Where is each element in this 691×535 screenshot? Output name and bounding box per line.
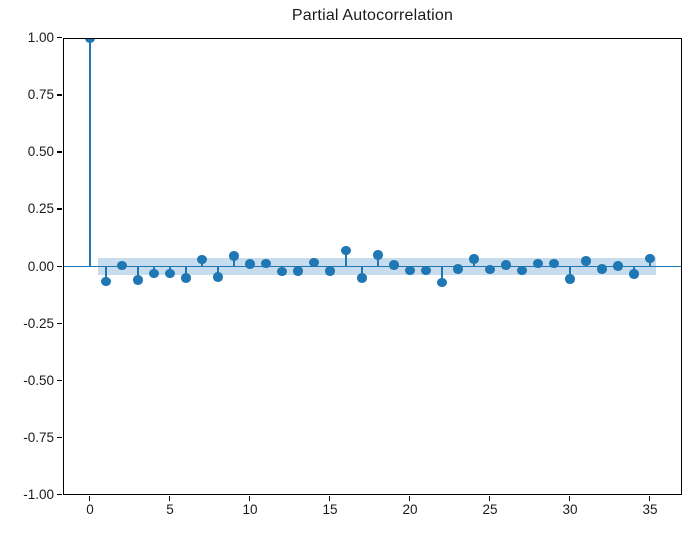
y-tick-mark (56, 322, 62, 325)
y-tick-mark (56, 265, 62, 267)
data-point (85, 38, 95, 43)
data-point (581, 256, 591, 266)
y-tick-mark (56, 151, 62, 153)
data-point (613, 261, 623, 271)
y-tick-label: 1.00 (27, 30, 54, 45)
x-tick-mark (169, 496, 171, 502)
x-tick-mark (249, 496, 251, 502)
data-point (277, 266, 287, 277)
data-point (629, 269, 639, 279)
stem-line (569, 266, 571, 280)
data-point (485, 264, 495, 275)
stem-line (361, 266, 363, 278)
stem-line (441, 266, 443, 283)
data-point (533, 258, 543, 269)
y-tick-mark (56, 94, 62, 96)
stem-line (89, 38, 91, 267)
data-point (309, 257, 319, 268)
data-point (165, 268, 175, 279)
x-tick-label: 35 (642, 502, 658, 517)
data-point (341, 245, 351, 256)
y-tick-label: 0.75 (27, 87, 54, 103)
zero-line (63, 265, 682, 268)
data-point (389, 260, 399, 270)
x-tick-label: 20 (402, 502, 418, 517)
data-point (645, 253, 655, 264)
x-tick-mark (89, 496, 91, 502)
data-point (133, 275, 143, 285)
data-point (469, 254, 479, 264)
x-tick-mark (649, 496, 651, 502)
y-tick-mark (56, 494, 62, 496)
data-point (517, 265, 527, 276)
data-point (597, 264, 607, 274)
data-point (373, 250, 383, 260)
data-point (565, 274, 575, 284)
data-point (549, 258, 559, 269)
y-tick-label: -0.25 (23, 315, 54, 331)
y-tick-label: -0.75 (23, 429, 54, 445)
data-point (325, 266, 335, 276)
x-tick-label: 25 (482, 502, 498, 517)
chart-title: Partial Autocorrelation (291, 7, 454, 24)
y-tick-label: -0.50 (23, 372, 54, 388)
y-tick-mark (56, 37, 62, 39)
stem-line (345, 250, 347, 267)
y-tick-label: -1.00 (23, 487, 54, 502)
y-tick-label: 0.50 (27, 144, 54, 160)
x-tick-label: 10 (242, 502, 258, 517)
stem-line (217, 266, 219, 277)
data-point (229, 251, 239, 261)
data-point (405, 265, 415, 276)
x-tick-mark (569, 496, 571, 502)
data-point (421, 265, 431, 276)
y-tick-mark (56, 208, 62, 210)
y-tick-mark (56, 436, 62, 439)
x-tick-mark (489, 496, 491, 502)
x-tick-mark (329, 496, 331, 502)
data-point (453, 264, 463, 274)
data-point (261, 258, 271, 269)
data-point (437, 277, 447, 288)
data-point (149, 268, 159, 279)
data-point (293, 266, 303, 276)
data-point (501, 260, 511, 270)
y-tick-label: 0.00 (27, 258, 54, 274)
data-point (197, 254, 207, 265)
data-point (117, 260, 127, 271)
stem-line (185, 266, 187, 278)
stem-line (137, 266, 139, 281)
plot-area (63, 38, 682, 495)
data-point (181, 273, 191, 283)
stem-line (233, 256, 235, 267)
x-tick-mark (409, 496, 411, 502)
y-tick-label: 0.25 (27, 201, 54, 217)
x-tick-label: 5 (166, 502, 174, 517)
x-tick-label: 15 (322, 502, 338, 517)
y-tick-mark (56, 379, 62, 382)
stem-line (377, 255, 379, 267)
data-point (357, 273, 367, 283)
x-tick-label: 30 (562, 502, 578, 517)
data-point (245, 259, 255, 269)
data-point (213, 272, 223, 282)
stem-line (105, 266, 107, 282)
data-point (101, 276, 111, 287)
x-tick-label: 0 (86, 502, 94, 517)
